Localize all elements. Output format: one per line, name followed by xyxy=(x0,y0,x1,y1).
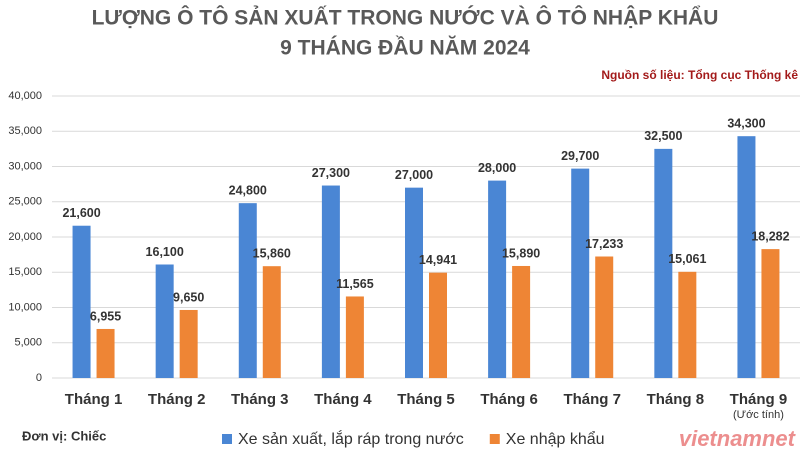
bar xyxy=(72,225,91,378)
x-tick-label: Tháng 3 xyxy=(231,391,289,408)
value-label: 16,100 xyxy=(146,245,184,259)
bar xyxy=(321,185,340,378)
x-tick-label: Tháng 9 xyxy=(730,391,788,408)
x-tick-label: Tháng 5 xyxy=(397,391,455,408)
legend-swatch xyxy=(489,434,500,444)
y-tick-label: 15,000 xyxy=(8,266,42,278)
value-label: 15,890 xyxy=(502,246,540,260)
bar xyxy=(155,264,174,378)
y-tick-label: 10,000 xyxy=(8,301,42,313)
unit-label: Đơn vị: Chiếc xyxy=(22,428,106,443)
y-tick-label: 5,000 xyxy=(14,337,42,349)
annotation: (Ước tính) xyxy=(733,409,784,421)
bar xyxy=(238,203,257,378)
source: Nguồn số liệu: Tổng cục Thống kê xyxy=(601,68,798,82)
y-tick-label: 30,000 xyxy=(8,160,42,172)
bar xyxy=(96,328,115,378)
value-label: 21,600 xyxy=(62,206,100,220)
bar xyxy=(571,168,590,378)
bar xyxy=(737,136,756,378)
value-label: 32,500 xyxy=(644,129,682,143)
bar xyxy=(488,180,507,378)
value-label: 18,282 xyxy=(751,229,789,243)
watermark: vietnamnet xyxy=(679,426,797,451)
x-tick-label: Tháng 2 xyxy=(148,391,206,408)
x-tick-label: Tháng 8 xyxy=(647,391,705,408)
value-label: 28,000 xyxy=(478,161,516,175)
value-label: 27,300 xyxy=(312,166,350,180)
bar xyxy=(595,256,614,378)
bar xyxy=(678,271,697,378)
y-tick-label: 0 xyxy=(36,372,42,384)
value-label: 17,233 xyxy=(585,237,623,251)
value-label: 15,061 xyxy=(668,252,706,266)
legend-swatch xyxy=(222,434,232,444)
y-tick-label: 25,000 xyxy=(8,196,42,208)
x-tick-label: Tháng 6 xyxy=(480,391,538,408)
value-label: 14,941 xyxy=(419,253,457,267)
chart-subtitle: 9 THÁNG ĐẦU NĂM 2024 xyxy=(280,37,530,60)
value-label: 11,565 xyxy=(336,277,374,291)
x-tick-label: Tháng 4 xyxy=(314,391,372,408)
value-label: 24,800 xyxy=(229,183,267,197)
x-tick-label: Tháng 1 xyxy=(65,391,123,408)
bar xyxy=(345,296,364,378)
legend-label: Xe sản xuất, lắp ráp trong nước xyxy=(238,429,464,448)
bar xyxy=(179,309,198,378)
chart-title: LƯỢNG Ô TÔ SẢN XUẤT TRONG NƯỚC VÀ Ô TÔ N… xyxy=(92,6,719,30)
value-label: 15,860 xyxy=(253,246,291,260)
bar xyxy=(512,265,531,378)
legend-label: Xe nhập khẩu xyxy=(506,430,605,448)
value-label: 27,000 xyxy=(395,168,433,182)
y-tick-label: 35,000 xyxy=(8,125,42,137)
y-tick-label: 20,000 xyxy=(8,231,42,243)
bar xyxy=(262,266,281,378)
bar xyxy=(429,272,447,378)
value-label: 9,650 xyxy=(173,290,204,304)
x-tick-label: Tháng 7 xyxy=(563,391,621,408)
bar xyxy=(654,148,673,378)
value-label: 29,700 xyxy=(561,149,599,163)
y-tick-label: 40,000 xyxy=(8,90,42,102)
value-label: 6,955 xyxy=(90,309,121,323)
bar xyxy=(405,187,423,378)
value-label: 34,300 xyxy=(727,116,765,130)
bar xyxy=(761,249,780,378)
